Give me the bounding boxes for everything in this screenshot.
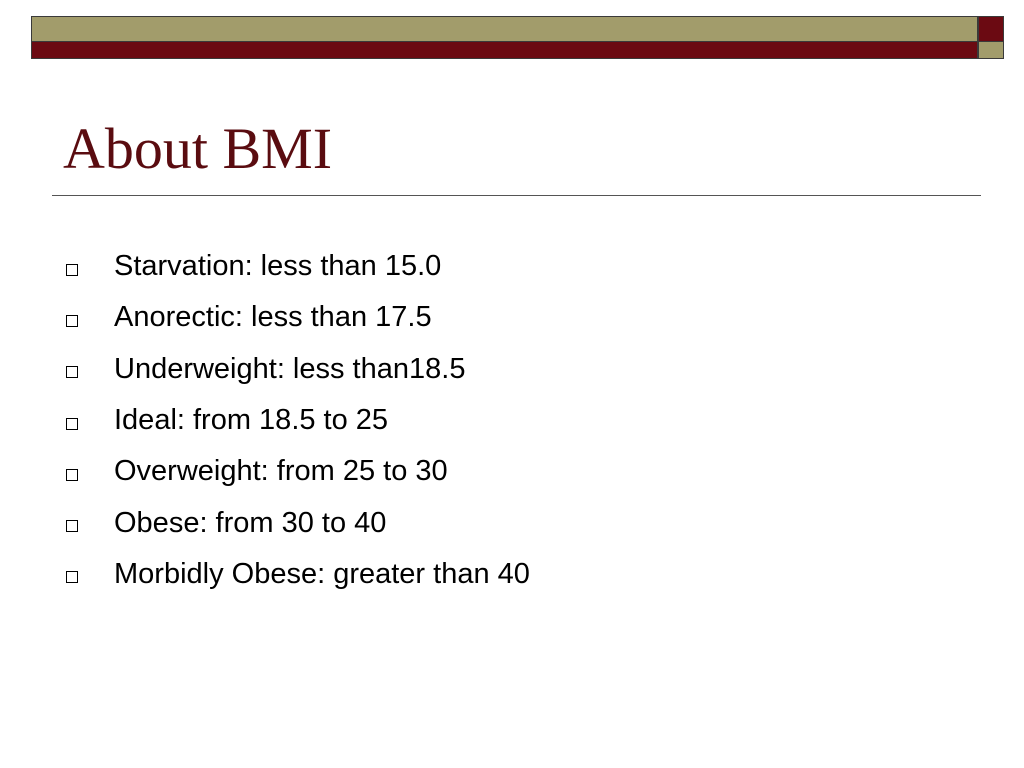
hollow-square-icon — [66, 520, 78, 533]
list-item: Starvation: less than 15.0 — [66, 241, 530, 292]
bullet-text: Morbidly Obese: greater than 40 — [114, 557, 530, 590]
hollow-square-icon — [66, 263, 78, 276]
header-corner-maroon — [978, 16, 1004, 42]
bullet-text: Obese: from 30 to 40 — [114, 506, 387, 539]
title-divider — [52, 195, 981, 196]
slide-title: About BMI — [63, 116, 333, 181]
header-band-olive — [31, 16, 978, 42]
bullet-text: Overweight: from 25 to 30 — [114, 455, 448, 488]
header-band-maroon — [31, 42, 978, 59]
hollow-square-icon — [66, 468, 78, 481]
list-item: Ideal: from 18.5 to 25 — [66, 395, 530, 446]
bullet-text: Anorectic: less than 17.5 — [114, 301, 432, 334]
list-item: Underweight: less than18.5 — [66, 344, 530, 395]
bullet-list: Starvation: less than 15.0 Anorectic: le… — [66, 241, 530, 600]
list-item: Overweight: from 25 to 30 — [66, 446, 530, 497]
bullet-text: Ideal: from 18.5 to 25 — [114, 404, 389, 437]
hollow-square-icon — [66, 571, 78, 584]
bullet-text: Starvation: less than 15.0 — [114, 250, 442, 283]
header-corner-olive — [978, 42, 1004, 59]
list-item: Obese: from 30 to 40 — [66, 497, 530, 548]
list-item: Anorectic: less than 17.5 — [66, 292, 530, 343]
hollow-square-icon — [66, 417, 78, 430]
bullet-text: Underweight: less than18.5 — [114, 352, 466, 385]
hollow-square-icon — [66, 366, 78, 379]
hollow-square-icon — [66, 314, 78, 327]
list-item: Morbidly Obese: greater than 40 — [66, 549, 530, 600]
